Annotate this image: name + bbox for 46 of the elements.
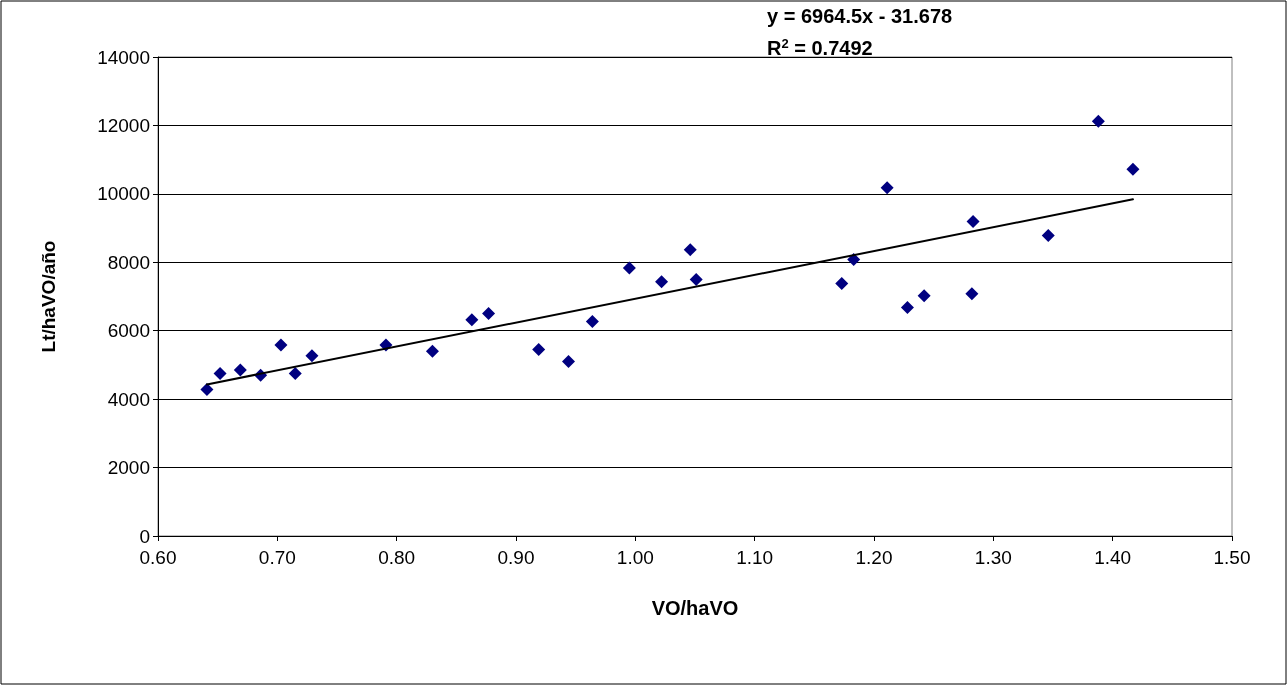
point [622, 261, 636, 275]
x-tick-label: 1.10 [736, 547, 774, 568]
point [1041, 229, 1055, 243]
y-tick-label: 6000 [107, 320, 150, 342]
point [288, 366, 302, 380]
point [1126, 162, 1140, 176]
point [689, 272, 703, 286]
point [532, 343, 546, 357]
x-tick-label: 1.00 [616, 547, 654, 568]
x-tick-label: 0.90 [497, 547, 535, 568]
x-tick-label: 1.40 [1094, 547, 1132, 568]
point [482, 307, 496, 321]
y-tick-label: 14000 [97, 46, 150, 68]
y-tick-label: 4000 [107, 388, 150, 410]
y-tick-label: 12000 [97, 114, 150, 136]
y-tick-label: 10000 [97, 183, 150, 205]
y-axis-title: Lt/haVO/año [38, 240, 59, 353]
point [465, 313, 479, 327]
point [917, 289, 931, 303]
point [425, 344, 439, 358]
x-tick-label: 0.70 [258, 547, 296, 568]
point [233, 363, 247, 377]
point [213, 366, 227, 380]
y-tick-label: 0 [139, 525, 150, 547]
text: y = 6964.5x - 31.678 [767, 5, 953, 27]
x-tick-label: 1.30 [974, 547, 1012, 568]
x-axis-title: VO/haVO [651, 597, 739, 619]
point [305, 349, 319, 363]
point [1091, 114, 1105, 128]
point [562, 355, 576, 369]
point [900, 300, 914, 314]
point [683, 243, 697, 257]
x-tick-label: 1.50 [1213, 547, 1251, 568]
point [585, 314, 599, 328]
point [200, 383, 214, 397]
point [835, 277, 849, 290]
point [655, 275, 669, 289]
x-tick-label: 1.20 [855, 547, 893, 568]
point [880, 181, 894, 195]
point [274, 338, 288, 352]
y-tick-label: 8000 [107, 251, 150, 273]
point [965, 287, 979, 301]
x-tick-label: 0.80 [378, 547, 416, 568]
x-tick-label: 0.60 [139, 547, 177, 568]
point [966, 215, 980, 229]
y-tick-label: 2000 [107, 457, 150, 479]
